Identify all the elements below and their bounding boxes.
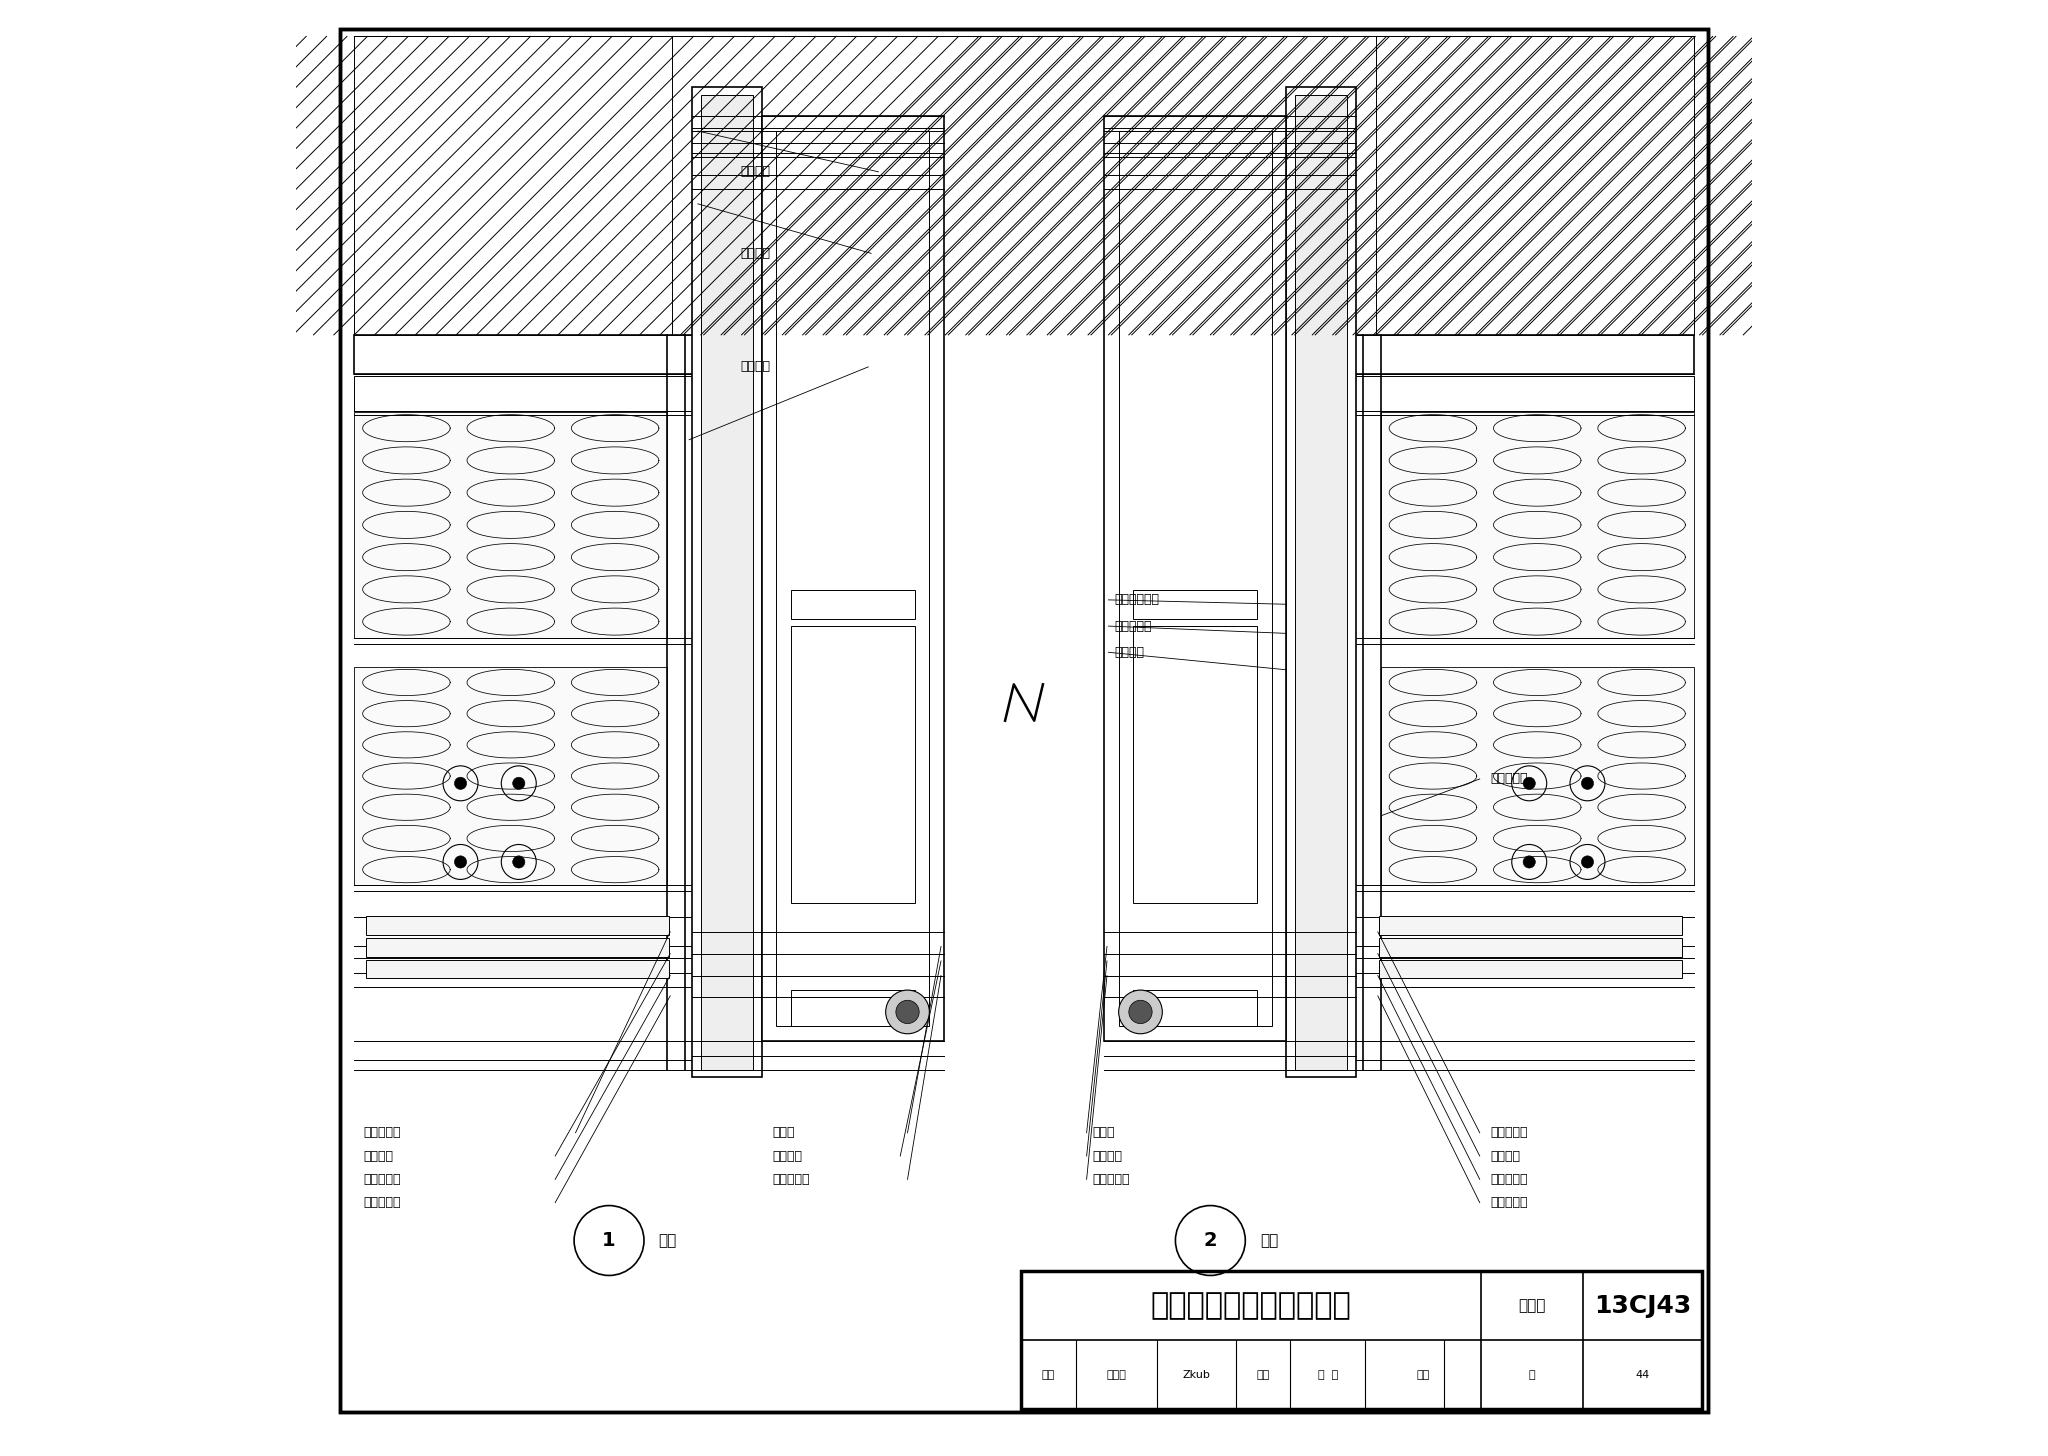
Text: 校对: 校对: [1255, 1370, 1270, 1380]
Bar: [1133, 590, 1257, 619]
Text: 开启扇拼料: 开启扇拼料: [1092, 1174, 1130, 1185]
Text: 施  远: 施 远: [1317, 1370, 1337, 1380]
Bar: [1118, 131, 1272, 1026]
Bar: [1325, 335, 1694, 374]
Bar: [1104, 116, 1286, 1041]
Text: 44: 44: [1636, 1370, 1651, 1380]
Bar: [1133, 990, 1257, 1019]
Bar: [1378, 916, 1681, 935]
Text: 张树君: 张树君: [1106, 1370, 1126, 1380]
Text: 铝合金右边框: 铝合金右边框: [1114, 594, 1159, 606]
Text: 不锈钢螺钉: 不锈钢螺钉: [1114, 620, 1151, 632]
Text: 铝合金压板: 铝合金压板: [1489, 1174, 1528, 1185]
Bar: [1380, 412, 1694, 638]
Circle shape: [1128, 1000, 1153, 1024]
Text: 页: 页: [1528, 1370, 1536, 1380]
Bar: [1376, 36, 1694, 335]
Text: 铝合金压板: 铝合金压板: [362, 1174, 401, 1185]
Circle shape: [1524, 778, 1536, 789]
Bar: [1133, 626, 1257, 903]
Bar: [1294, 95, 1348, 1070]
Bar: [1378, 960, 1681, 978]
Text: 铝合金边框: 铝合金边框: [362, 1127, 401, 1139]
Circle shape: [512, 856, 524, 868]
Bar: [762, 116, 944, 1041]
Text: 开启扇拼料: 开启扇拼料: [772, 1174, 809, 1185]
Bar: [791, 626, 915, 903]
Text: 右框: 右框: [1260, 1233, 1278, 1248]
Text: 13CJ43: 13CJ43: [1593, 1294, 1692, 1318]
Circle shape: [512, 778, 524, 789]
Bar: [354, 36, 672, 335]
Bar: [354, 667, 668, 885]
Circle shape: [455, 856, 467, 868]
Text: 左框: 左框: [659, 1233, 676, 1248]
Text: 妣达: 妣达: [1417, 1370, 1430, 1380]
Bar: [700, 95, 754, 1070]
Circle shape: [1581, 856, 1593, 868]
Text: 防火材料: 防火材料: [739, 361, 770, 373]
Bar: [1325, 376, 1694, 411]
Text: 1: 1: [602, 1230, 616, 1251]
Bar: [791, 590, 915, 619]
Circle shape: [885, 990, 930, 1034]
Text: 开启扇: 开启扇: [772, 1127, 795, 1139]
Circle shape: [1524, 856, 1536, 868]
Text: 开启扇左、右框横剖节点: 开启扇左、右框横剖节点: [1151, 1291, 1352, 1321]
Text: 自攻螺钉: 自攻螺钉: [1092, 1150, 1122, 1162]
Text: 2: 2: [1204, 1230, 1217, 1251]
Text: 审核: 审核: [1042, 1370, 1055, 1380]
Text: 开启扇框: 开启扇框: [1114, 646, 1145, 658]
Bar: [354, 412, 668, 638]
Text: 图集号: 图集号: [1518, 1299, 1546, 1313]
Circle shape: [1118, 990, 1163, 1034]
Text: 铝合金边框: 铝合金边框: [1489, 1127, 1528, 1139]
Bar: [354, 335, 723, 374]
Text: 陶瓷薄板: 陶瓷薄板: [1489, 1150, 1520, 1162]
Bar: [1378, 938, 1681, 957]
Bar: [1380, 667, 1694, 885]
Circle shape: [455, 778, 467, 789]
Text: 开启扇: 开启扇: [1092, 1127, 1114, 1139]
Bar: [367, 938, 670, 957]
Text: 铝合金扣盖: 铝合金扣盖: [362, 1197, 401, 1208]
Text: 内装饰线: 内装饰线: [739, 166, 770, 178]
Bar: [791, 990, 915, 1019]
Text: 防水透汽层: 防水透汽层: [1489, 773, 1528, 785]
Text: 自攻螺钉: 自攻螺钉: [772, 1150, 803, 1162]
Circle shape: [1581, 778, 1593, 789]
Bar: [1133, 997, 1257, 1026]
Bar: [367, 916, 670, 935]
Bar: [791, 997, 915, 1026]
Text: Zkub: Zkub: [1182, 1370, 1210, 1380]
Circle shape: [895, 1000, 920, 1024]
Bar: [354, 376, 723, 411]
Bar: [692, 87, 762, 1077]
Bar: [776, 131, 930, 1026]
Bar: [367, 960, 670, 978]
Bar: [1022, 1271, 1702, 1409]
Text: 铝合金扣盖: 铝合金扣盖: [1489, 1197, 1528, 1208]
Bar: [1286, 87, 1356, 1077]
Text: 陶瓷薄板: 陶瓷薄板: [362, 1150, 393, 1162]
Text: 镀锌钢板: 镀锌钢板: [739, 248, 770, 259]
